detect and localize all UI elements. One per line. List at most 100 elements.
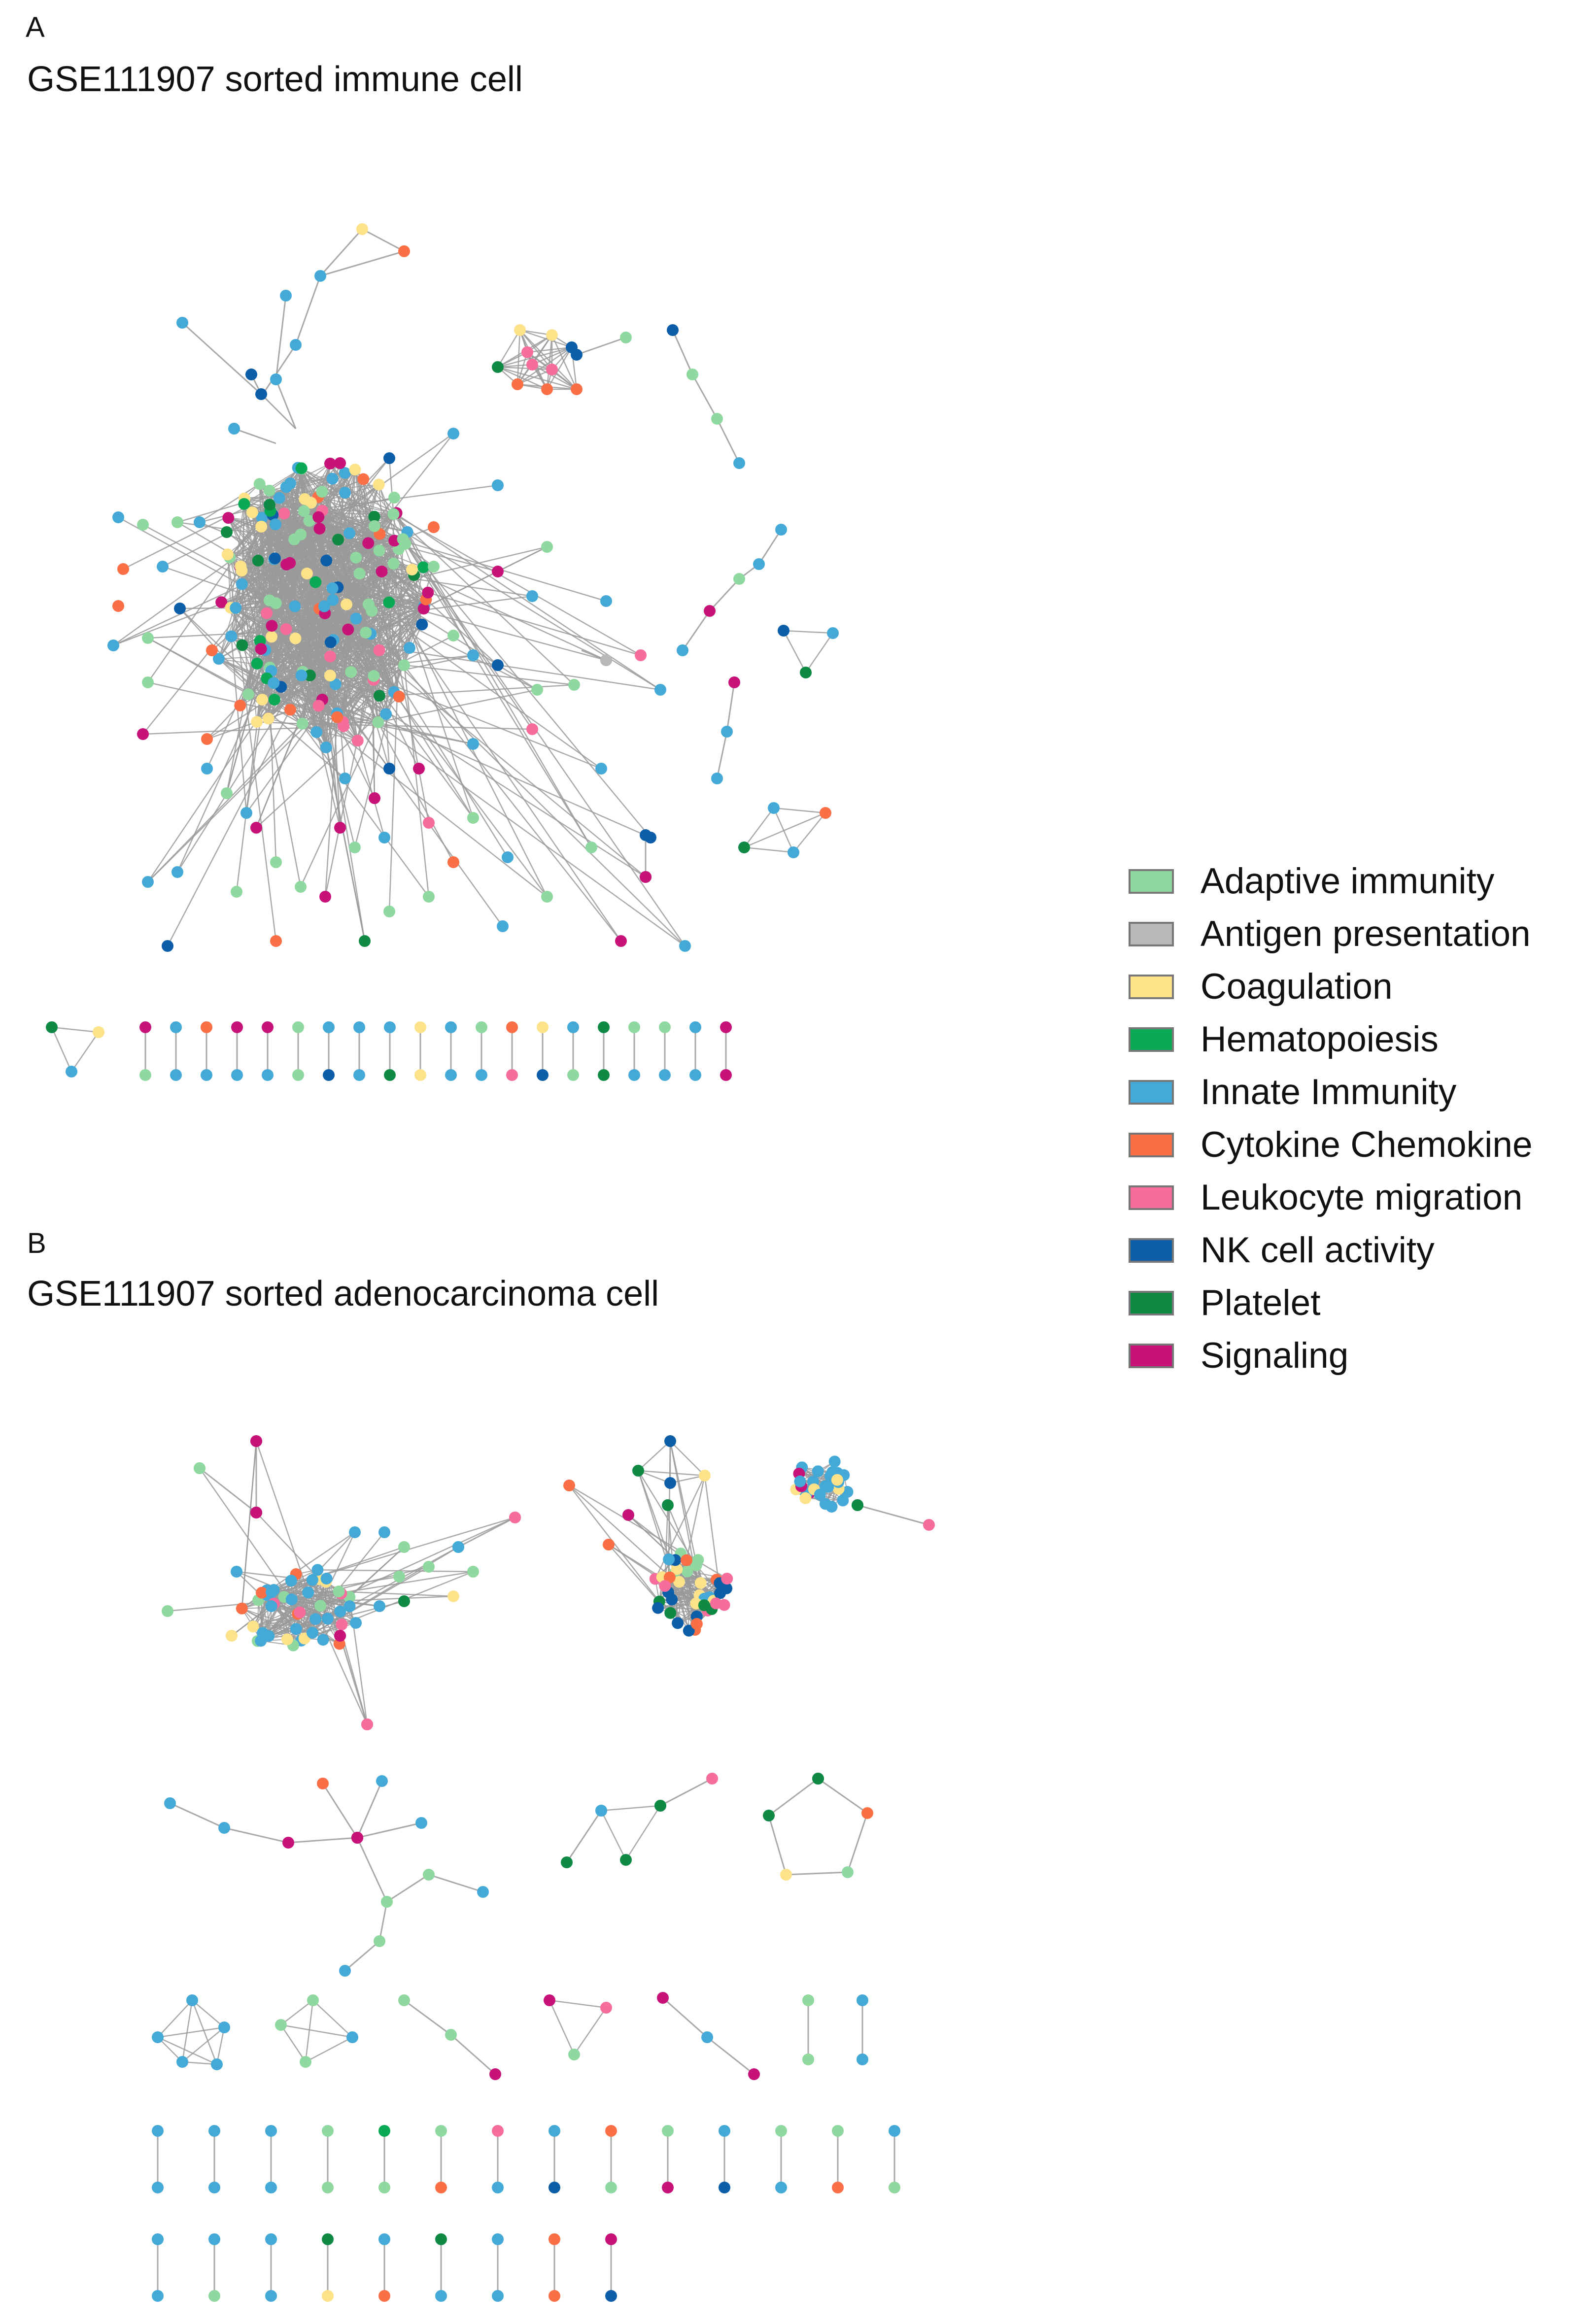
network-node [334,457,346,469]
network-node [252,554,264,567]
network-edge [783,630,807,673]
network-edge [428,592,641,656]
network-edge [260,344,297,397]
network-node [561,1856,573,1868]
network-node [800,667,812,678]
network-node [492,2125,504,2137]
network-edge [273,682,548,897]
network-node [794,1475,806,1487]
network-edge [280,2024,307,2062]
network-edge [726,682,735,732]
network-edge [251,512,274,683]
network-node [664,1477,676,1489]
network-edge [176,604,347,873]
network-node [268,693,280,706]
network-edge [707,2036,755,2075]
network-node [378,1526,390,1538]
network-node [351,1832,363,1844]
network-node [657,1992,669,2004]
legend-label: Hematopoiesis [1201,1019,1439,1059]
network-edge [255,1441,309,1593]
network-edge [224,1827,289,1844]
network-node [112,511,124,523]
network-node [307,1627,319,1639]
network-node [201,733,213,745]
network-node [435,2290,447,2302]
network-node [376,1775,388,1787]
network-edge [191,2000,218,2065]
network-node [428,561,440,573]
network-node [378,2125,390,2137]
legend-item-hematopoiesis: Hematopoiesis [1129,1013,1533,1066]
network-node [240,807,252,819]
network-node [152,2031,164,2043]
network-edge [458,1516,515,1548]
network-edge [378,484,390,603]
network-edge [381,571,430,823]
network-node [201,1069,212,1081]
network-node [544,1994,555,2006]
network-node [359,935,371,947]
network-edge [339,1635,368,1725]
network-edge [768,1778,819,1817]
network-node [509,1512,521,1523]
network-node [234,699,246,711]
network-node [447,1590,459,1602]
network-edge [157,2036,217,2065]
network-node [225,630,238,642]
network-edge [531,335,553,365]
network-edge [329,534,380,676]
network-edge [378,689,538,723]
network-edge [288,1837,358,1844]
network-node [549,2233,560,2245]
legend-item-platelet: Platelet [1129,1277,1533,1329]
network-node [387,557,400,570]
network-node [304,669,316,681]
network-edge [744,846,794,853]
network-edge [182,2027,225,2062]
network-node [292,1021,304,1033]
network-node [738,842,750,853]
network-node [467,1566,479,1578]
network-node [378,2290,390,2302]
network-edge [274,1589,380,1607]
network-node [825,1501,838,1513]
network-edge [322,1783,358,1838]
network-edge [275,379,297,429]
network-edge [228,517,276,604]
network-node [228,423,240,435]
network-node [236,639,248,651]
network-node [152,2182,164,2193]
network-node [378,2233,390,2245]
network-node [923,1519,935,1531]
network-node [852,1499,863,1511]
network-edge [405,543,533,730]
network-edge [532,346,572,366]
network-node [398,245,410,257]
network-node [477,1886,489,1898]
network-node [284,477,296,490]
network-node [226,1630,238,1642]
network-edge [274,558,533,597]
network-node [331,711,343,723]
network-node [820,807,831,819]
network-edge [274,1595,454,1604]
network-node [157,561,169,573]
network-node [294,1606,306,1618]
network-node [152,2125,164,2137]
network-edge [261,517,548,897]
network-node [679,940,691,952]
network-edge [113,531,408,646]
network-node [812,1465,824,1478]
network-node [366,605,378,617]
legend-item-coagulation: Coagulation [1129,960,1533,1013]
network-node [218,1822,230,1834]
network-node [292,1069,304,1081]
network-node [398,1541,410,1553]
network-node [662,1499,674,1511]
network-node [711,413,723,425]
network-node [857,1994,868,2006]
legend-swatch [1129,1185,1174,1210]
network-node [417,561,429,573]
